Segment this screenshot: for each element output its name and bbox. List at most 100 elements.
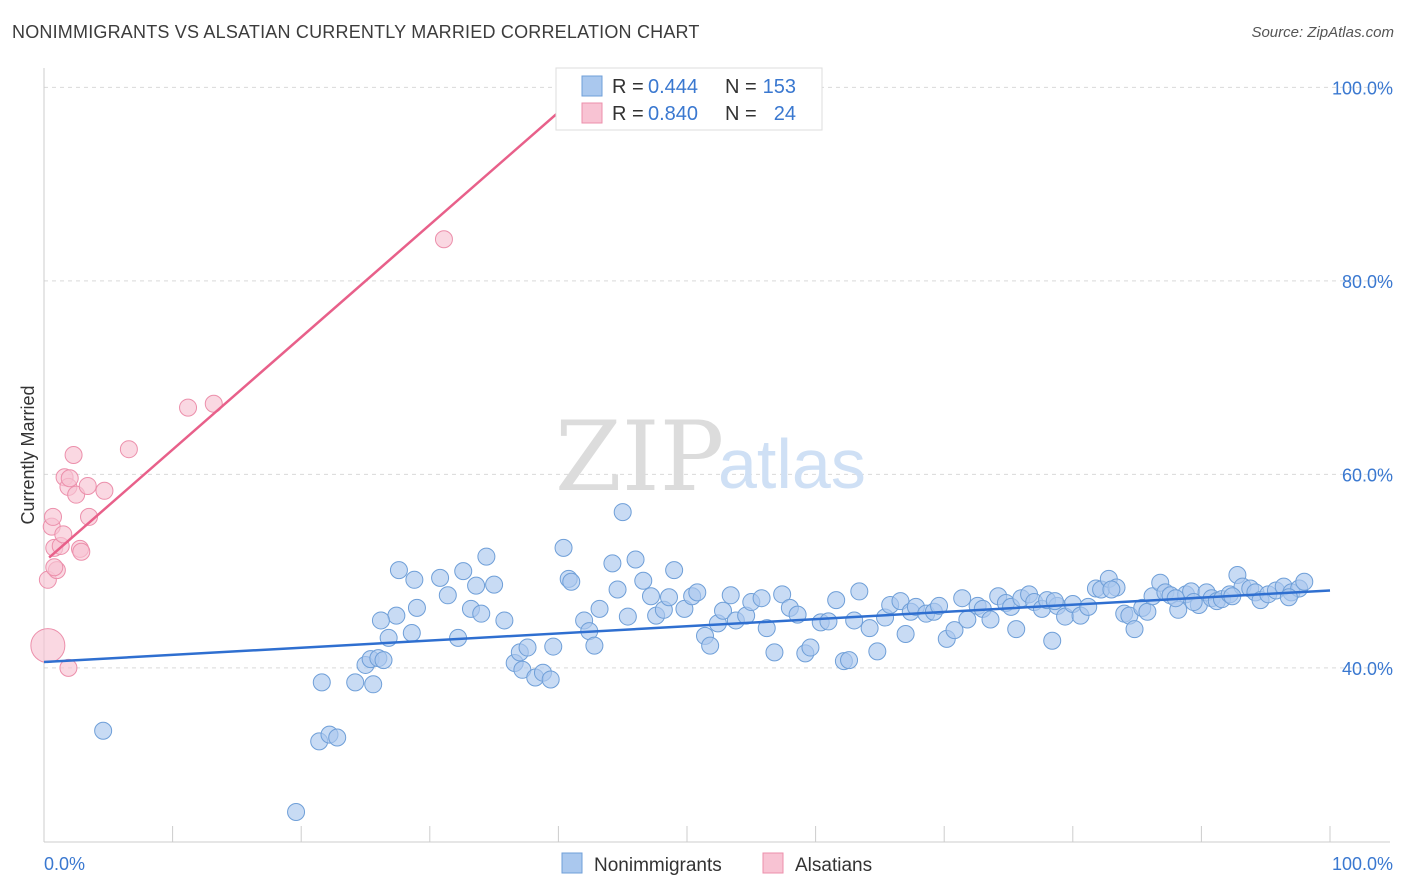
nonimmigrants-point-0 [94, 721, 113, 740]
series-alsatians-points [30, 230, 453, 677]
series-legend-swatch-nonimmigrants [561, 852, 583, 874]
y-tick-label-1: 60.0% [1342, 465, 1393, 485]
legend-n-label-1: N = [725, 76, 757, 98]
nonimmigrants-point-31 [518, 638, 537, 657]
correlation-legend: R = 0.444 N = 153 R = 0.840 N = 24 [555, 67, 823, 131]
nonimmigrants-point-16 [402, 624, 421, 643]
nonimmigrants-point-67 [757, 619, 776, 638]
grid-lines [44, 86, 1392, 669]
axes [43, 68, 1390, 843]
alsatians-point-14 [72, 542, 91, 561]
legend-r-label-1: R = [612, 76, 644, 98]
nonimmigrants-point-18 [405, 570, 424, 589]
nonimmigrants-point-14 [371, 611, 390, 630]
nonimmigrants-point-20 [454, 562, 473, 581]
y-tick-label-2: 80.0% [1342, 272, 1393, 292]
series-nonimmigrants-points [94, 503, 1314, 822]
legend-r-label-2: R = [612, 103, 644, 125]
nonimmigrants-point-149 [1184, 593, 1203, 612]
alsatians-point-17 [95, 481, 114, 500]
nonimmigrants-point-68 [765, 643, 784, 662]
legend-n-value-2: 24 [774, 103, 796, 125]
y-axis-label: Currently Married [18, 385, 38, 524]
alsatians-point-10 [60, 469, 79, 488]
nonimmigrants-point-49 [634, 571, 653, 590]
nonimmigrants-point-39 [562, 572, 581, 591]
nonimmigrants-point-79 [845, 611, 864, 630]
nonimmigrants-point-78 [840, 651, 859, 670]
chart-title: NONIMMIGRANTS VS ALSATIAN CURRENTLY MARR… [12, 22, 700, 42]
nonimmigrants-point-62 [721, 586, 740, 605]
nonimmigrants-point-59 [701, 636, 720, 655]
x-tick-label-1: 100.0% [1332, 854, 1393, 874]
nonimmigrants-point-50 [641, 587, 660, 606]
nonimmigrants-point-82 [868, 642, 887, 661]
nonimmigrants-point-73 [801, 638, 820, 657]
nonimmigrants-point-25 [485, 575, 504, 594]
chart-source: Source: ZipAtlas.com [1251, 24, 1394, 41]
legend-n-label-2: N = [725, 103, 757, 125]
nonimmigrants-point-86 [896, 624, 915, 643]
nonimmigrants-point-17 [389, 561, 408, 580]
watermark: ZIP atlas [555, 401, 866, 513]
series-legend: Nonimmigrants Alsatians [561, 852, 872, 876]
alsatians-point-11 [64, 446, 83, 464]
nonimmigrants-point-35 [541, 670, 560, 689]
nonimmigrants-point-94 [953, 589, 972, 608]
alsatians-point-7 [54, 525, 73, 544]
alsatians-point-23 [45, 558, 64, 577]
nonimmigrants-point-54 [665, 561, 684, 580]
x-tick-label-0: 0.0% [44, 854, 85, 874]
nonimmigrants-point-48 [626, 550, 645, 569]
alsatians-point-19 [179, 398, 198, 417]
nonimmigrants-point-91 [930, 596, 949, 615]
nonimmigrants-point-24 [467, 576, 486, 595]
nonimmigrants-point-19 [431, 568, 450, 587]
alsatians-point-18 [119, 440, 138, 459]
nonimmigrants-point-75 [819, 612, 838, 631]
nonimmigrants-point-122 [1138, 602, 1157, 621]
nonimmigrants-point-5 [312, 673, 331, 692]
nonimmigrants-point-4 [328, 728, 347, 747]
nonimmigrants-point-113 [1079, 597, 1098, 616]
nonimmigrants-point-93 [945, 621, 964, 640]
nonimmigrants-trendline [43, 589, 1331, 664]
legend-swatch-blue [581, 75, 603, 97]
nonimmigrants-point-6 [346, 673, 365, 692]
nonimmigrants-point-37 [554, 538, 573, 557]
x-tick-labels: 0.0% 100.0% [44, 854, 1393, 874]
y-tick-label-0: 40.0% [1342, 659, 1393, 679]
nonimmigrants-point-15 [407, 598, 426, 617]
nonimmigrants-point-42 [585, 636, 604, 655]
nonimmigrants-point-80 [850, 582, 869, 601]
alsatians-point-4 [44, 507, 63, 526]
nonimmigrants-point-57 [688, 583, 707, 602]
trendlines [43, 105, 1331, 664]
y-tick-label-3: 100.0% [1332, 78, 1393, 98]
nonimmigrants-point-43 [590, 599, 609, 618]
nonimmigrants-point-102 [1007, 620, 1026, 639]
watermark-atlas: atlas [718, 425, 866, 503]
nonimmigrants-point-36 [544, 637, 563, 656]
legend-r-value-2: 0.840 [648, 103, 698, 125]
nonimmigrants-point-1 [287, 803, 306, 822]
nonimmigrants-point-47 [613, 503, 632, 522]
nonimmigrants-point-76 [827, 591, 846, 610]
nonimmigrants-point-27 [472, 604, 491, 623]
alsatians-trendline [48, 105, 566, 559]
nonimmigrants-point-146 [1295, 572, 1314, 591]
nonimmigrants-point-81 [860, 619, 879, 638]
nonimmigrants-point-53 [659, 588, 678, 607]
nonimmigrants-point-44 [603, 554, 622, 573]
nonimmigrants-point-45 [608, 580, 627, 599]
nonimmigrants-point-28 [495, 611, 514, 630]
nonimmigrants-point-69 [773, 585, 792, 604]
y-tick-labels: 40.0% 60.0% 80.0% 100.0% [1332, 78, 1393, 679]
nonimmigrants-point-61 [714, 601, 733, 620]
alsatians-point-15 [78, 476, 97, 495]
nonimmigrants-point-21 [438, 586, 457, 605]
series-legend-label-nonimmigrants: Nonimmigrants [594, 855, 722, 876]
legend-r-value-1: 0.444 [648, 76, 698, 98]
legend-n-value-1: 153 [763, 76, 796, 98]
